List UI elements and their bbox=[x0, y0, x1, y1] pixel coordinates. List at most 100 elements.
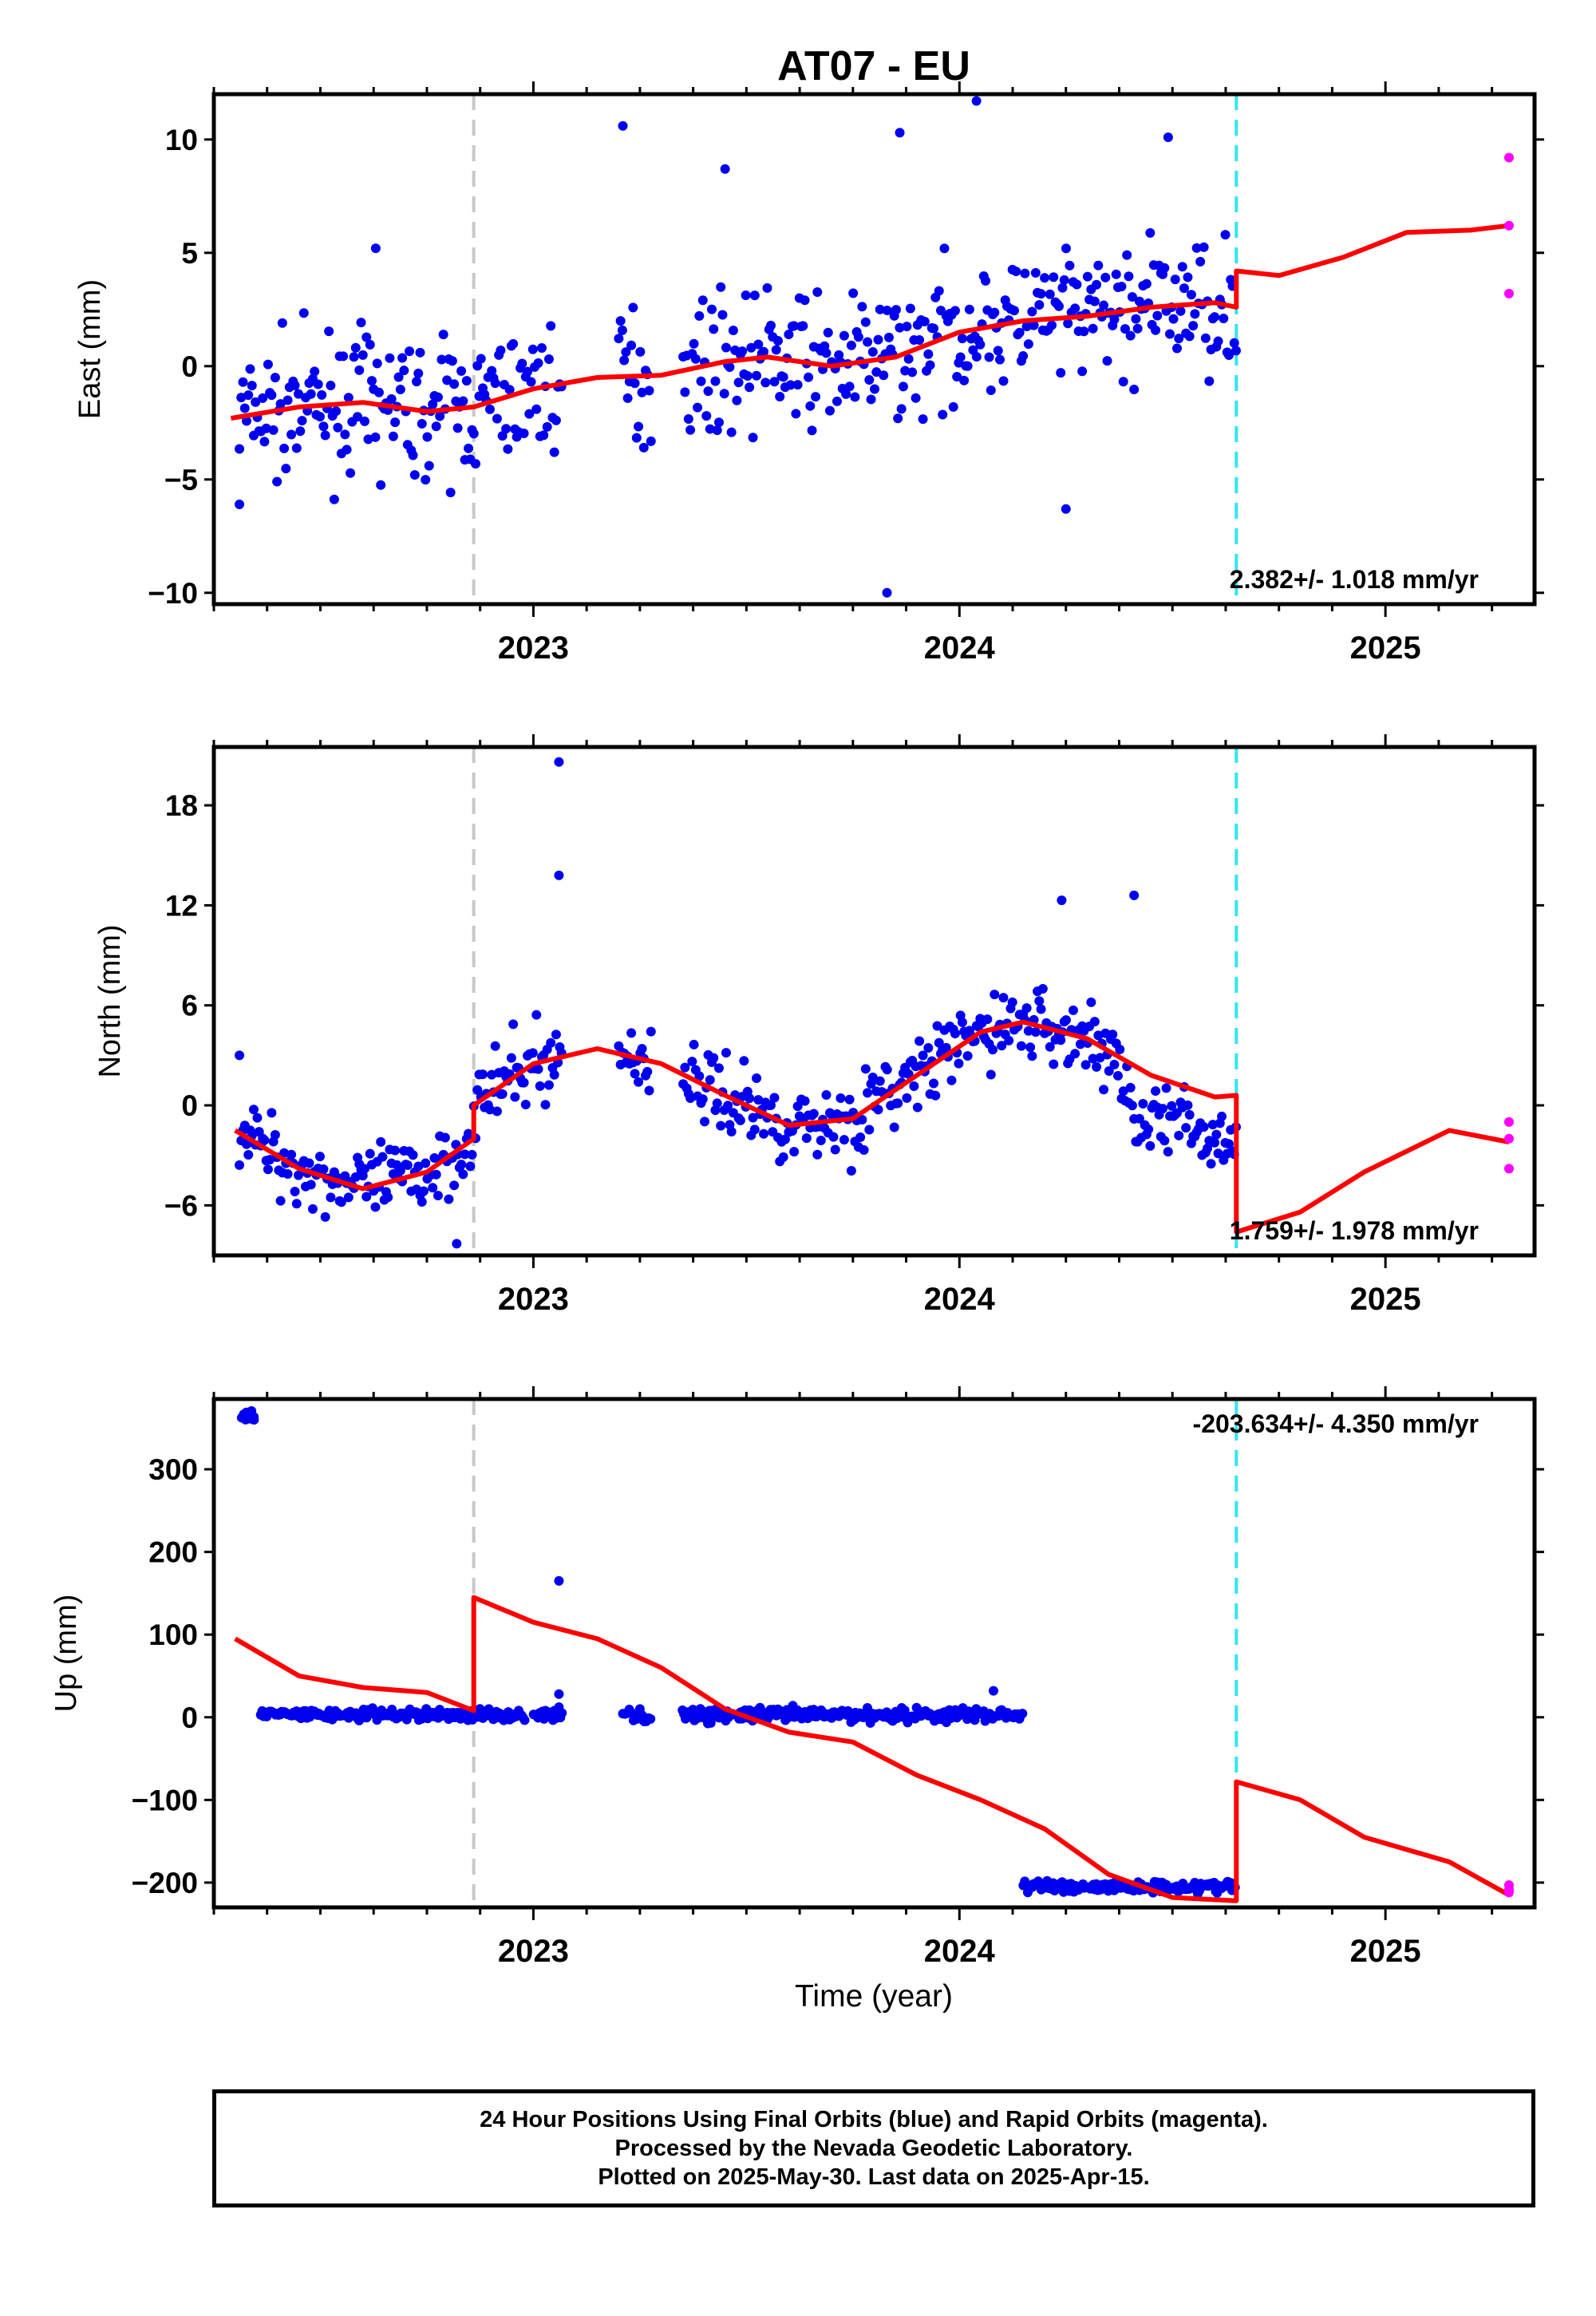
north-final-point bbox=[867, 1072, 878, 1082]
east-final-point bbox=[1141, 279, 1152, 289]
east-final-point bbox=[527, 344, 538, 354]
north-final-point bbox=[1206, 1159, 1216, 1169]
east-final-point bbox=[1093, 260, 1104, 271]
up-ylabel: Up (mm) bbox=[49, 1595, 83, 1713]
east-final-point bbox=[326, 381, 336, 391]
north-final-point bbox=[235, 1050, 245, 1061]
east-final-point bbox=[438, 330, 448, 340]
east-final-point bbox=[929, 323, 939, 334]
east-final-point bbox=[895, 128, 905, 138]
up-xtick-label: 2025 bbox=[1350, 1934, 1421, 1969]
north-final-point bbox=[248, 1105, 259, 1115]
north-final-point bbox=[988, 1045, 998, 1055]
east-final-point bbox=[728, 325, 738, 335]
north-final-point bbox=[630, 1069, 640, 1079]
north-final-point bbox=[554, 757, 564, 767]
north-final-point bbox=[1070, 1049, 1080, 1059]
east-final-point bbox=[428, 399, 438, 409]
east-final-point bbox=[1029, 320, 1039, 330]
east-final-point bbox=[875, 304, 885, 314]
north-final-point bbox=[915, 1036, 925, 1046]
north-final-point bbox=[306, 1180, 316, 1190]
north-final-point bbox=[752, 1073, 762, 1084]
east-final-point bbox=[536, 343, 547, 354]
east-final-point bbox=[939, 243, 950, 254]
east-final-point bbox=[637, 387, 647, 397]
east-final-point bbox=[690, 354, 701, 364]
east-final-point bbox=[433, 392, 443, 402]
east-final-point bbox=[388, 431, 398, 441]
north-final-point bbox=[497, 1089, 508, 1099]
east-final-point bbox=[765, 320, 776, 330]
north-final-point bbox=[343, 1192, 354, 1203]
east-final-point bbox=[882, 587, 892, 598]
north-final-point bbox=[962, 1051, 973, 1061]
north-final-point bbox=[279, 1148, 290, 1158]
up-final-point bbox=[401, 1714, 412, 1725]
north-final-point bbox=[259, 1135, 270, 1145]
up-ytick-label: 300 bbox=[148, 1453, 198, 1486]
north-final-point bbox=[1045, 1041, 1055, 1052]
north-final-point bbox=[694, 1071, 705, 1081]
east-final-point bbox=[697, 295, 708, 306]
east-final-point bbox=[539, 430, 549, 441]
north-ytick-label: 6 bbox=[181, 990, 198, 1022]
north-final-point bbox=[646, 1026, 656, 1037]
north-final-point bbox=[749, 1124, 760, 1135]
north-final-point bbox=[519, 1077, 529, 1088]
east-final-point bbox=[1099, 300, 1109, 310]
north-final-point bbox=[889, 1122, 899, 1132]
north-final-point bbox=[1021, 1003, 1032, 1014]
north-final-point bbox=[713, 1063, 724, 1073]
footer-box: 24 Hour Positions Using Final Orbits (bl… bbox=[212, 2089, 1535, 2207]
north-final-point bbox=[1144, 1124, 1154, 1135]
east-final-point bbox=[242, 416, 252, 426]
chart-title: AT07 - EU bbox=[777, 43, 970, 89]
east-final-point bbox=[1014, 327, 1025, 338]
east-final-point bbox=[399, 366, 409, 376]
east-final-point bbox=[235, 444, 245, 454]
east-final-point bbox=[247, 381, 257, 391]
east-final-point bbox=[1047, 320, 1057, 330]
east-final-point bbox=[551, 415, 561, 425]
east-final-point bbox=[258, 393, 268, 403]
east-final-point bbox=[1124, 271, 1134, 282]
east-xtick-label: 2025 bbox=[1350, 630, 1421, 666]
east-final-point bbox=[1179, 283, 1189, 294]
east-ytick-label: 10 bbox=[165, 124, 198, 156]
east-final-point bbox=[461, 376, 472, 386]
up-ytick-label: 200 bbox=[148, 1536, 198, 1569]
east-final-point bbox=[358, 350, 368, 360]
north-final-point bbox=[860, 1064, 871, 1074]
east-final-point bbox=[503, 444, 513, 454]
east-final-point bbox=[1168, 314, 1179, 324]
east-final-point bbox=[792, 380, 803, 390]
north-final-point bbox=[1211, 1129, 1222, 1140]
east-xtick-label: 2024 bbox=[924, 630, 996, 666]
north-final-point bbox=[492, 1106, 502, 1117]
east-final-point bbox=[841, 389, 851, 399]
north-final-point bbox=[712, 1098, 722, 1109]
north-final-point bbox=[549, 1069, 559, 1080]
north-final-point bbox=[1151, 1086, 1161, 1097]
north-final-point bbox=[535, 1081, 545, 1091]
east-final-point bbox=[1151, 325, 1161, 335]
east-final-point bbox=[891, 305, 901, 315]
east-final-point bbox=[753, 339, 764, 350]
east-final-point bbox=[1165, 329, 1175, 339]
north-final-point bbox=[748, 1113, 758, 1123]
east-ytick-label: 0 bbox=[181, 350, 198, 383]
north-rapid-point bbox=[1503, 1164, 1514, 1174]
east-final-point bbox=[501, 424, 512, 434]
up-xtick-label: 2023 bbox=[498, 1934, 569, 1969]
north-plot-area bbox=[234, 747, 1514, 1255]
north-rapid-point bbox=[1503, 1133, 1514, 1144]
east-final-point bbox=[275, 399, 286, 409]
north-final-point bbox=[626, 1028, 637, 1038]
east-final-point bbox=[902, 322, 912, 332]
east-final-point bbox=[746, 342, 757, 353]
north-ylabel: North (mm) bbox=[93, 924, 127, 1077]
north-final-point bbox=[844, 1094, 855, 1105]
east-final-point bbox=[694, 310, 705, 321]
